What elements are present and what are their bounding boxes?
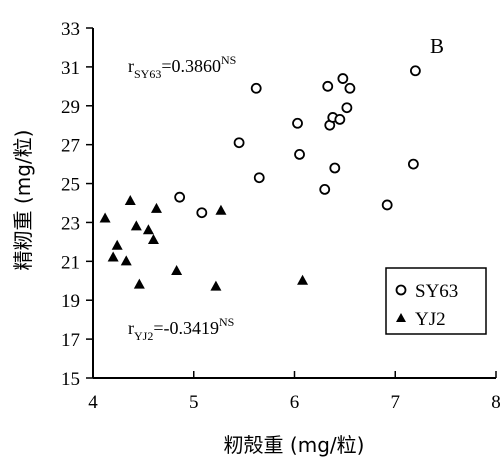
data-point-yj2 <box>99 212 111 223</box>
data-point-sy63 <box>334 113 346 125</box>
annotation-value: =-0.3419 <box>153 318 219 338</box>
y-tick-label: 33 <box>61 19 80 40</box>
data-point-sy63 <box>322 80 334 92</box>
legend: SY63 YJ2 <box>385 267 487 335</box>
y-tick-label: 23 <box>61 213 80 234</box>
data-point-sy63 <box>344 82 356 94</box>
data-point-sy63 <box>253 172 265 184</box>
annotation-value: =0.3860 <box>161 56 221 76</box>
axes: 4 5 6 7 8 15 17 19 21 23 25 27 29 31 33 <box>61 19 501 413</box>
correlation-annotation-sy63: rSY63=0.3860NS <box>128 53 236 81</box>
data-point-sy63 <box>292 117 303 129</box>
series-sy63 <box>174 65 421 219</box>
y-axis-title: 精籾重 (mg/粒) <box>11 130 35 271</box>
data-point-yj2 <box>147 233 159 244</box>
x-tick-label: 8 <box>491 392 501 413</box>
data-point-sy63 <box>319 183 331 195</box>
legend-label-yj2: YJ2 <box>415 309 446 330</box>
y-tick-label: 21 <box>61 252 80 273</box>
y-tick-label: 27 <box>61 136 80 157</box>
y-tick-label: 19 <box>61 291 80 312</box>
legend-marker-yj2 <box>396 313 406 322</box>
x-ticks: 4 5 6 7 8 <box>88 371 501 413</box>
data-point-yj2 <box>120 255 132 266</box>
data-point-sy63 <box>196 207 208 219</box>
annotation-sub: SY63 <box>134 67 161 81</box>
data-point-yj2 <box>124 195 136 206</box>
x-tick-label: 5 <box>189 392 199 413</box>
y-tick-label: 31 <box>61 58 80 79</box>
data-point-sy63 <box>250 82 262 94</box>
data-point-sy63 <box>407 158 419 170</box>
legend-label-sy63: SY63 <box>415 281 458 302</box>
panel-label: B <box>430 34 444 58</box>
data-point-sy63 <box>337 73 349 84</box>
data-point-sy63 <box>174 191 186 203</box>
data-point-yj2 <box>133 278 145 289</box>
annotation-r: r <box>128 318 134 338</box>
data-point-yj2 <box>215 204 227 215</box>
correlation-annotation-yj2: rYJ2=-0.3419NS <box>128 315 234 343</box>
annotation-sup: NS <box>219 315 234 329</box>
data-point-sy63 <box>381 199 393 211</box>
x-tick-label: 6 <box>290 392 300 413</box>
data-point-sy63 <box>409 65 421 77</box>
x-tick-label: 4 <box>88 392 98 413</box>
data-point-yj2 <box>210 280 222 291</box>
legend-marker-sy63 <box>395 284 407 296</box>
x-tick-label: 7 <box>391 392 401 413</box>
annotation-r: r <box>128 56 134 76</box>
y-tick-label: 29 <box>61 97 80 118</box>
y-ticks: 15 17 19 21 23 25 27 29 31 33 <box>61 19 93 390</box>
series-yj2 <box>99 195 309 291</box>
data-point-yj2 <box>130 220 142 231</box>
data-point-yj2 <box>150 202 162 213</box>
data-point-yj2 <box>142 224 154 235</box>
data-point-yj2 <box>171 265 183 276</box>
series-layer <box>99 65 421 291</box>
data-point-sy63 <box>341 102 353 114</box>
y-tick-label: 17 <box>61 330 80 351</box>
data-point-sy63 <box>233 137 245 149</box>
x-axis-title: 籾殻重 (mg/粒) <box>224 433 365 457</box>
y-tick-label: 15 <box>61 369 80 390</box>
data-point-sy63 <box>329 162 341 174</box>
data-point-sy63 <box>294 148 305 160</box>
legend-box <box>385 267 487 335</box>
data-point-yj2 <box>107 251 119 262</box>
data-point-yj2 <box>111 239 123 250</box>
annotation-sub: YJ2 <box>134 329 153 343</box>
data-point-yj2 <box>297 274 309 285</box>
annotation-sup: NS <box>221 53 236 67</box>
y-tick-label: 25 <box>61 175 80 196</box>
